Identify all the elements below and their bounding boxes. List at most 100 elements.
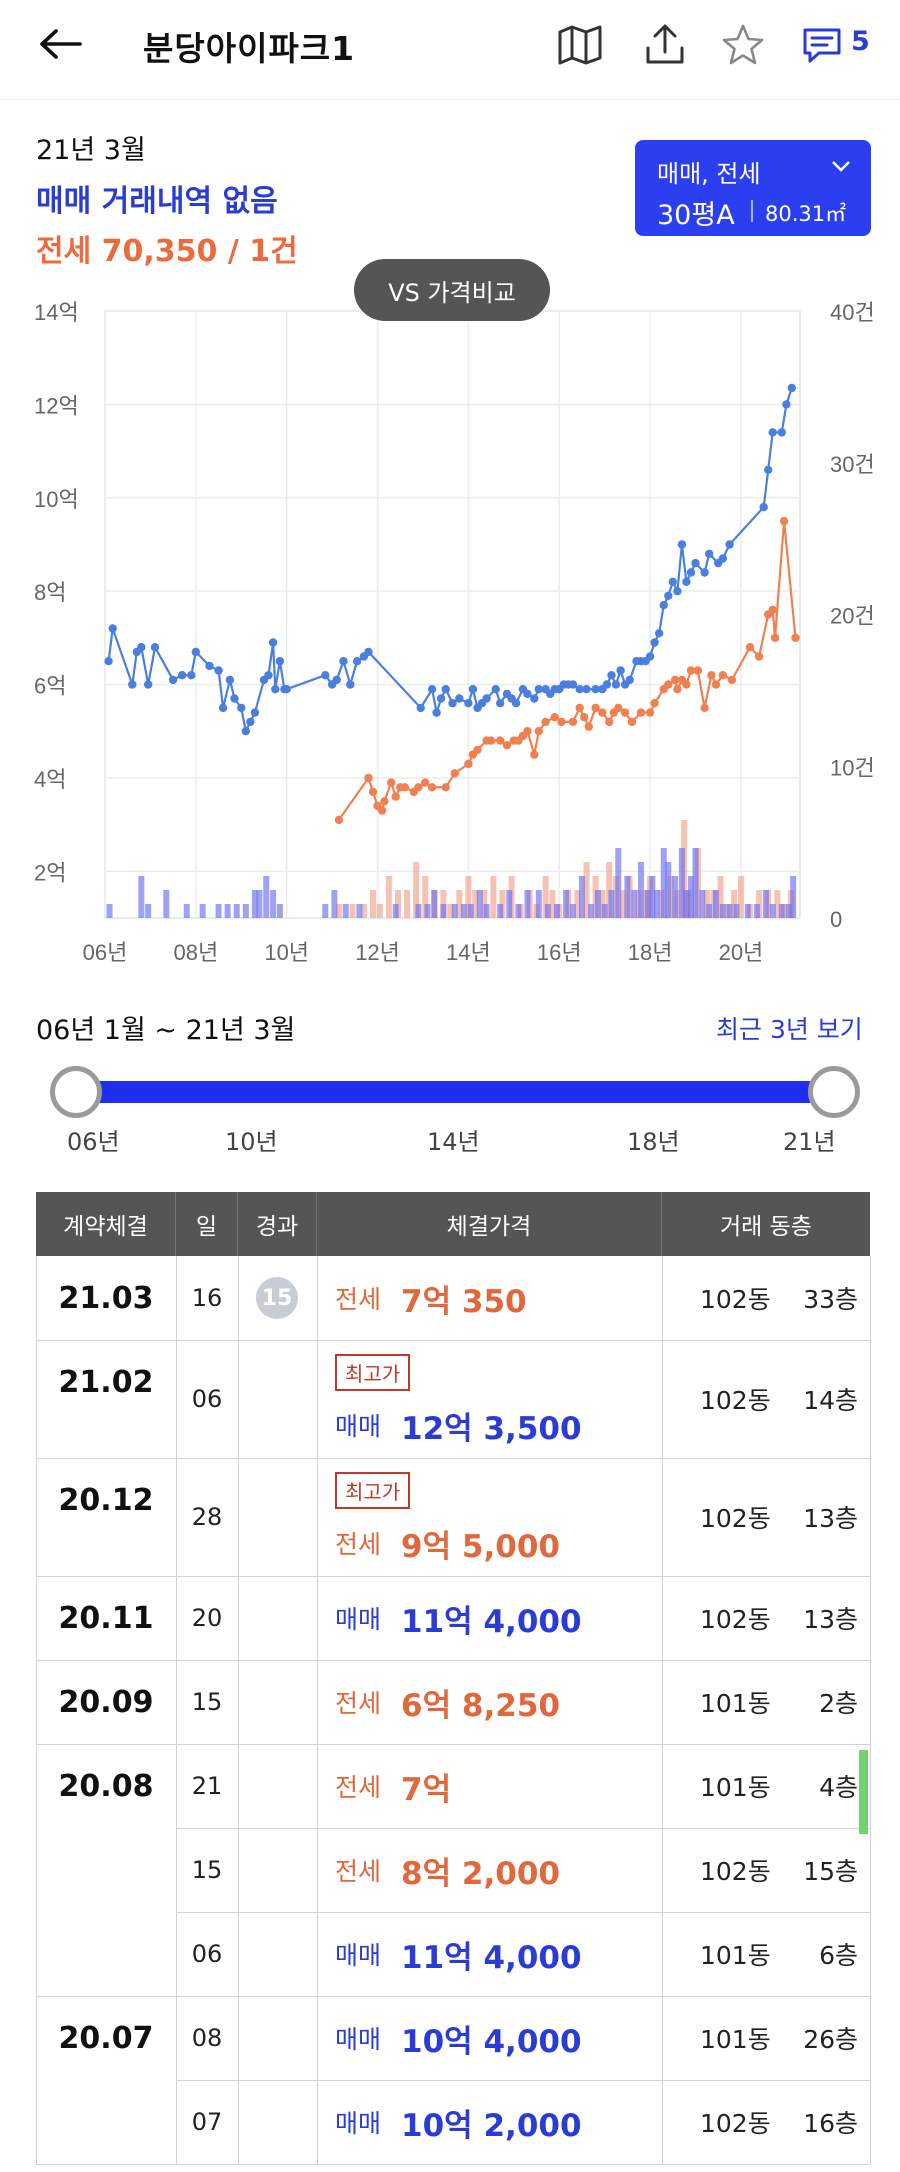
area-type-label: 30평A <box>657 200 735 231</box>
sale-volume-bar <box>263 876 270 918</box>
sale-price-line <box>107 387 793 733</box>
range-slider-track[interactable] <box>75 1081 835 1103</box>
type-area-select[interactable]: 매매, 전세 30평A 80.31㎡ <box>635 140 871 236</box>
jeonse-price-point <box>745 643 755 652</box>
map-icon[interactable] <box>555 20 605 70</box>
price-amount: 6억 8,250 <box>401 1687 560 1724</box>
sale-volume-bar <box>753 904 760 918</box>
comment-count[interactable]: 5 <box>851 26 870 57</box>
back-arrow-icon[interactable] <box>36 22 86 66</box>
comment-icon[interactable] <box>797 20 847 70</box>
sale-price-point <box>250 708 260 717</box>
sale-price-point <box>455 694 464 703</box>
sale-price-point <box>602 680 612 689</box>
group-divider <box>36 2164 870 2165</box>
sale-volume-bar <box>506 890 513 918</box>
sale-volume-bar <box>270 890 277 918</box>
column-header: 계약체결 <box>36 1192 176 1256</box>
range-slider-start-handle[interactable] <box>50 1066 102 1118</box>
jeonse-price-point <box>421 778 430 787</box>
price-cell: 전세 6억 8,250 <box>335 1660 655 1744</box>
trade-kind-label: 전세 <box>335 1857 382 1886</box>
column-header: 체결가격 <box>317 1192 662 1256</box>
sale-volume-bar <box>588 904 595 918</box>
sale-volume-bar <box>331 890 338 918</box>
jeonse-price-point <box>779 516 789 526</box>
jeonse-volume-bar <box>619 890 626 918</box>
jeonse-volume-bar <box>542 876 549 918</box>
group-divider <box>36 1576 870 1577</box>
y-axis-tick-label: 14억 <box>34 300 79 325</box>
sale-price-point <box>530 694 539 703</box>
day-cell: 28 <box>191 1503 223 1531</box>
sale-volume-bar <box>242 904 249 918</box>
trade-kind-label: 매매 <box>335 2109 382 2138</box>
sale-price-point <box>137 643 146 652</box>
vs-compare-button[interactable]: VS 가격비교 <box>354 259 550 321</box>
price-chart[interactable]: 2억 4억 6억 8억 10억 12억 14억 06년 08년 10년 12년 14년 16년 18년 20… <box>0 285 900 975</box>
jeonse-price-point <box>368 787 378 797</box>
y-right-axis-tick-label: 20건 <box>830 604 875 629</box>
price-cell: 전세 7억 350 <box>335 1256 655 1340</box>
jeonse-volume-bar <box>404 890 411 918</box>
sale-volume-bar <box>138 876 145 918</box>
sale-volume-bar <box>106 904 113 918</box>
sale-price-point <box>625 675 634 685</box>
jeonse-price-point <box>377 806 387 815</box>
x-axis-tick-label: 14년 <box>446 940 491 965</box>
sale-volume-bar <box>322 904 329 918</box>
jeonse-price-point <box>707 671 716 680</box>
sale-volume-bar <box>515 904 522 918</box>
sale-volume-bar <box>544 904 551 918</box>
sale-price-point <box>568 680 578 689</box>
column-divider <box>662 1256 663 2164</box>
floor-cell: 26층 <box>803 2025 858 2054</box>
sale-price-point <box>523 689 532 699</box>
y-right-axis-tick-label: 40건 <box>830 300 875 325</box>
sale-price-point <box>650 638 659 647</box>
building-cell: 102동 <box>700 1504 771 1533</box>
recent-3-years-link[interactable]: 최근 3년 보기 <box>716 1015 863 1044</box>
range-slider-end-handle[interactable] <box>808 1066 860 1118</box>
trade-kind-label: 전세 <box>335 1689 382 1718</box>
price-cell: 전세 7억 <box>335 1744 655 1828</box>
sale-volume-bar <box>660 848 667 918</box>
sale-price-point <box>225 675 235 685</box>
price-amount: 10억 4,000 <box>401 2023 582 2060</box>
sale-volume-bar <box>733 904 740 918</box>
sale-price-point <box>718 554 727 563</box>
jeonse-price-point <box>534 727 543 736</box>
sale-price-point <box>677 540 687 549</box>
jeonse-volume-bar <box>490 876 497 918</box>
jeonse-price-point <box>718 671 727 680</box>
y-axis-tick-label: 10억 <box>34 487 79 512</box>
sale-volume-bar <box>785 904 792 918</box>
jeonse-volume-bar <box>335 904 342 918</box>
jeonse-volume-bar <box>472 890 479 918</box>
sale-price-point <box>725 540 734 549</box>
slider-tick-label: 18년 <box>627 1128 680 1156</box>
sale-price-point <box>468 685 478 694</box>
chevron-down-icon <box>832 161 850 172</box>
price-cell: 전세 9억 5,000 <box>335 1510 655 1576</box>
sale-price-point <box>607 671 616 680</box>
sale-price-point <box>364 647 373 657</box>
sale-volume-bar <box>145 904 152 918</box>
sale-price-point <box>268 638 278 647</box>
star-icon[interactable] <box>718 20 768 70</box>
building-cell: 102동 <box>700 1857 771 1886</box>
sale-price-point <box>768 428 777 437</box>
share-icon[interactable] <box>640 20 690 70</box>
building-cell: 102동 <box>700 1605 771 1634</box>
sale-price-point <box>205 661 214 671</box>
sale-price-point <box>668 577 677 586</box>
jeonse-price-point <box>502 741 512 750</box>
sale-price-point <box>332 675 341 685</box>
x-axis-tick-label: 18년 <box>628 940 673 965</box>
jeonse-price-point <box>391 792 400 801</box>
price-amount: 12억 3,500 <box>401 1410 582 1447</box>
y-right-axis-tick-label: 30건 <box>830 452 875 477</box>
scroll-indicator[interactable] <box>859 1750 868 1834</box>
sale-price-point <box>441 685 450 694</box>
floor-cell: 4층 <box>819 1773 858 1802</box>
